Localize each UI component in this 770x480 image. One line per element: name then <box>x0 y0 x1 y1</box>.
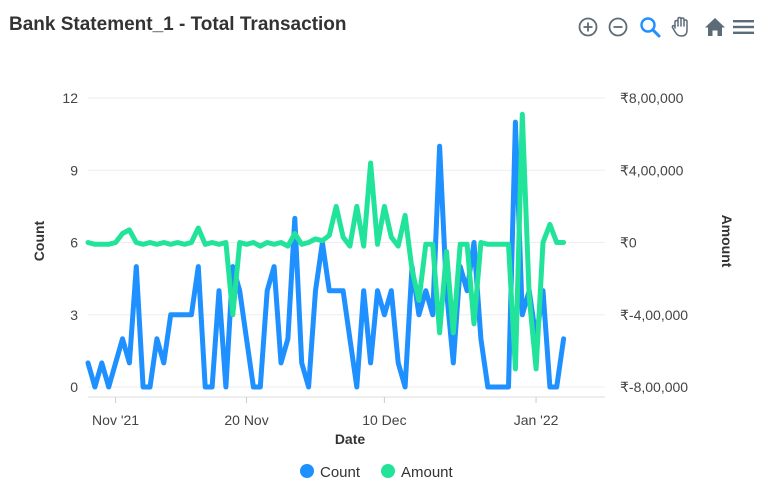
y-right-axis-title: Amount <box>719 215 735 268</box>
zoom-in-button[interactable] <box>574 13 602 41</box>
series-line-amount <box>85 111 567 372</box>
legend-marker-amount <box>381 464 395 478</box>
y-left-tick-label: 12 <box>62 90 78 106</box>
y-left-tick-label: 6 <box>70 235 78 251</box>
x-tick-label: Jan '22 <box>514 412 559 428</box>
y-left-axis-title: Count <box>31 220 47 261</box>
reset-zoom-button[interactable] <box>701 13 729 41</box>
x-axis-title: Date <box>335 431 366 447</box>
menu-icon <box>733 20 754 34</box>
x-tick-label: 20 Nov <box>224 412 268 428</box>
zoom-out-button[interactable] <box>604 13 632 41</box>
selection-zoom-button[interactable] <box>636 13 664 41</box>
legend-label-count: Count <box>320 464 361 480</box>
x-tick-label: Nov '21 <box>92 412 139 428</box>
selection-zoom-icon <box>640 17 661 38</box>
series-line-count <box>85 119 567 390</box>
legend-label-amount: Amount <box>401 464 454 480</box>
y-right-tick-label: ₹-8,00,000 <box>620 379 688 395</box>
zoom-in-icon <box>578 17 598 37</box>
chart-title: Bank Statement_1 - Total Transaction <box>9 14 347 35</box>
y-right-tick-label: ₹-4,00,000 <box>620 307 688 323</box>
y-left-tick-label: 9 <box>70 162 78 178</box>
menu-button[interactable] <box>730 13 758 41</box>
zoom-out-icon <box>608 17 628 37</box>
y-right-tick-label: ₹8,00,000 <box>620 90 684 106</box>
pan-button[interactable] <box>667 13 695 41</box>
x-tick-label: 10 Dec <box>362 412 406 428</box>
y-left-tick-label: 3 <box>70 307 78 323</box>
home-icon <box>705 18 725 36</box>
y-right-tick-label: ₹4,00,000 <box>620 162 684 178</box>
y-right-tick-label: ₹0 <box>620 235 637 251</box>
legend-marker-count <box>300 464 314 478</box>
pan-hand-icon <box>671 16 688 37</box>
y-left-tick-label: 0 <box>70 379 78 395</box>
